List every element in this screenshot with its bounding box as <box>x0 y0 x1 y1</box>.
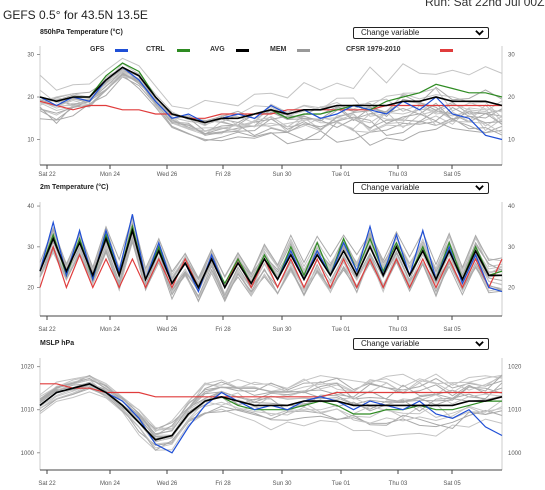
y-tick-label-right: 1010 <box>508 408 522 414</box>
y-tick-label-right: 20 <box>508 95 515 101</box>
y-tick-label: 30 <box>27 245 34 251</box>
x-tick-label: Sat 05 <box>443 172 461 178</box>
legend-label-avg: AVG <box>210 46 225 53</box>
legend-swatch-ctrl <box>177 49 190 52</box>
panel-title-mslp: MSLP hPa <box>40 340 75 347</box>
legend-label-mem: MEM <box>270 46 287 53</box>
series-line-mem <box>39 217 503 279</box>
y-tick-label-right: 40 <box>508 204 515 210</box>
series-line-mem <box>39 73 503 136</box>
run-label: Run: Sat 22nd Jul 00Z <box>425 0 545 9</box>
chart-t850: 10 10 20 20 30 30 Sat 22 Mon 24 Wed 26 Fri 28 Sun … <box>27 46 515 178</box>
variable-select-label: Change variable <box>361 183 420 192</box>
y-tick-label: 20 <box>27 286 34 292</box>
series-line-mem <box>39 236 503 301</box>
legend: GFS CTRL AVG MEM CFSR 1979-2010 <box>60 46 470 56</box>
series-line-mem <box>39 391 503 451</box>
series-line-cfsr <box>40 383 502 398</box>
y-tick-label: 1000 <box>21 451 35 457</box>
y-tick-label-right: 1000 <box>508 451 522 457</box>
y-tick-label: 20 <box>27 95 34 101</box>
panel-title-t850: 850hPa Temperature (°C) <box>40 29 123 36</box>
series-line-mem <box>39 67 503 132</box>
series-line-avg <box>39 227 502 290</box>
x-tick-label: Sat 05 <box>443 327 461 333</box>
series-line-mem <box>39 71 503 135</box>
series-line-mem <box>39 386 503 451</box>
series-line-mem <box>39 374 503 437</box>
series-line-mem <box>39 70 503 134</box>
series-line-mem <box>39 75 503 133</box>
y-tick-label: 10 <box>27 138 34 144</box>
y-tick-label-right: 20 <box>508 286 515 292</box>
x-tick-label: Tue 01 <box>332 172 351 178</box>
y-tick-label: 1020 <box>21 365 35 371</box>
chevron-down-icon <box>475 183 484 195</box>
y-tick-label-right: 30 <box>508 53 515 59</box>
legend-swatch-mem <box>297 49 310 52</box>
series-line-avg <box>39 382 503 441</box>
x-tick-label: Fri 28 <box>215 172 231 178</box>
x-tick-label: Sat 05 <box>443 481 461 487</box>
y-tick-label-right: 30 <box>508 245 515 251</box>
x-tick-label: Thu 03 <box>389 327 408 333</box>
x-tick-label: Tue 01 <box>332 327 351 333</box>
x-tick-label: Sat 22 <box>38 172 56 178</box>
legend-label-ctrl: CTRL <box>146 46 165 53</box>
variable-select-2[interactable]: Change variable <box>353 182 489 194</box>
x-tick-label: Mon 24 <box>100 172 121 178</box>
series-line-mem <box>39 374 503 430</box>
chevron-down-icon <box>475 339 484 351</box>
y-tick-label-right: 10 <box>508 138 515 144</box>
x-tick-label: Wed 26 <box>157 481 178 487</box>
series-line-mem <box>39 230 503 298</box>
x-tick-label: Sun 30 <box>272 327 292 333</box>
legend-swatch-avg <box>236 49 249 52</box>
legend-swatch-cfsr <box>440 49 453 52</box>
x-tick-label: Thu 03 <box>389 481 408 487</box>
legend-label-cfsr: CFSR 1979-2010 <box>346 46 401 53</box>
series-line-avg <box>39 66 503 124</box>
series-line-mem <box>39 377 503 436</box>
x-tick-label: Wed 26 <box>157 172 178 178</box>
x-tick-label: Thu 03 <box>389 172 408 178</box>
y-tick-label: 30 <box>27 53 34 59</box>
legend-label-gfs: GFS <box>90 46 105 53</box>
x-tick-label: Sun 30 <box>272 481 292 487</box>
legend-swatch-gfs <box>115 49 128 52</box>
variable-select-3[interactable]: Change variable <box>353 338 489 350</box>
x-tick-label: Tue 01 <box>332 481 351 487</box>
variable-select-label: Change variable <box>361 28 420 37</box>
variable-select-label: Change variable <box>361 339 420 348</box>
series-line-mem <box>39 384 503 449</box>
x-tick-label: Mon 24 <box>100 481 121 487</box>
x-tick-label: Sun 30 <box>272 172 292 178</box>
series-line-mem <box>39 69 503 127</box>
x-tick-label: Sat 22 <box>38 327 56 333</box>
x-tick-label: Fri 28 <box>215 481 231 487</box>
y-tick-label-right: 1020 <box>508 365 522 371</box>
x-tick-label: Fri 28 <box>215 327 231 333</box>
series-line-mem <box>39 57 503 110</box>
variable-select-1[interactable]: Change variable <box>353 27 489 39</box>
x-tick-label: Wed 26 <box>157 327 178 333</box>
chart-t2m: 20 20 30 30 40 40 Sat 22 Mon 24 Wed 26 Fri 28 Sun … <box>27 202 515 333</box>
y-tick-label: 40 <box>27 204 34 210</box>
chevron-down-icon <box>475 28 484 40</box>
page-title: GEFS 0.5° for 43.5N 13.5E <box>3 8 148 22</box>
x-tick-label: Mon 24 <box>100 327 121 333</box>
y-tick-label: 1010 <box>21 408 35 414</box>
x-tick-label: Sat 22 <box>38 481 56 487</box>
series-line-cfsr <box>39 244 503 290</box>
panel-title-t2m: 2m Temperature (°C) <box>40 184 109 191</box>
